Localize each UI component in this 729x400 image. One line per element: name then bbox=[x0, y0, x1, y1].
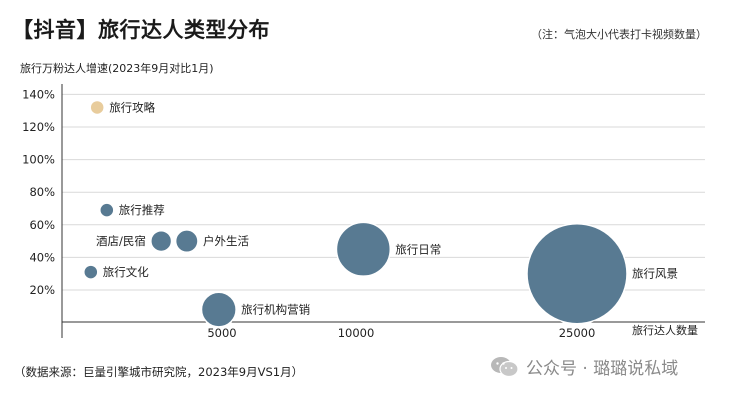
x-tick-label: 25000 bbox=[559, 326, 596, 340]
bubble bbox=[200, 291, 237, 328]
bubble-size-note: （注：气泡大小代表打卡视频数量） bbox=[531, 28, 707, 41]
x-tick-label: 10000 bbox=[338, 326, 375, 340]
x-tick-label: 5000 bbox=[207, 326, 236, 340]
bubble bbox=[150, 229, 173, 253]
data-source: （数据来源：巨量引擎城市研究院，2023年9月VS1月） bbox=[14, 365, 304, 379]
watermark: 公众号 · 璐璐说私域 bbox=[490, 354, 678, 379]
y-tick-label: 60% bbox=[29, 218, 55, 232]
bubble-label: 户外生活 bbox=[203, 234, 249, 248]
y-tick-label: 40% bbox=[29, 250, 55, 264]
y-axis-label: 旅行万粉达人增速(2023年9月对比1月) bbox=[20, 61, 214, 75]
bubble-label: 旅行日常 bbox=[395, 242, 441, 256]
chart-title: 【抖音】旅行达人类型分布 bbox=[12, 18, 270, 42]
bubble-label: 旅行机构营销 bbox=[241, 303, 310, 317]
bubble-label: 旅行推荐 bbox=[119, 203, 165, 217]
x-axis-label: 旅行达人数量 bbox=[632, 323, 698, 337]
bubble bbox=[526, 222, 628, 325]
x-tick-labels: 5000 10000 25000 bbox=[207, 326, 595, 340]
y-tick-label: 100% bbox=[22, 153, 55, 167]
bubble bbox=[335, 221, 392, 277]
wechat-icon bbox=[491, 356, 519, 377]
watermark-text: 公众号 · 璐璐说私域 bbox=[526, 359, 679, 379]
bubble bbox=[174, 229, 199, 254]
y-tick-label: 80% bbox=[29, 185, 55, 199]
y-tick-label: 20% bbox=[29, 283, 55, 297]
bubble-label: 旅行文化 bbox=[103, 265, 149, 279]
bubbles bbox=[83, 99, 628, 328]
bubble bbox=[89, 99, 105, 116]
bubble-label: 旅行攻略 bbox=[109, 100, 155, 114]
y-tick-labels: 20% 40% 60% 80% 100% 120% 140% bbox=[22, 87, 55, 297]
y-tick-label: 140% bbox=[22, 87, 55, 101]
bubble bbox=[99, 202, 115, 218]
y-tick-label: 120% bbox=[22, 120, 55, 134]
bubble-label: 旅行风景 bbox=[632, 267, 678, 281]
bubble-label: 酒店/民宿 bbox=[96, 234, 146, 248]
bubble bbox=[83, 264, 99, 280]
